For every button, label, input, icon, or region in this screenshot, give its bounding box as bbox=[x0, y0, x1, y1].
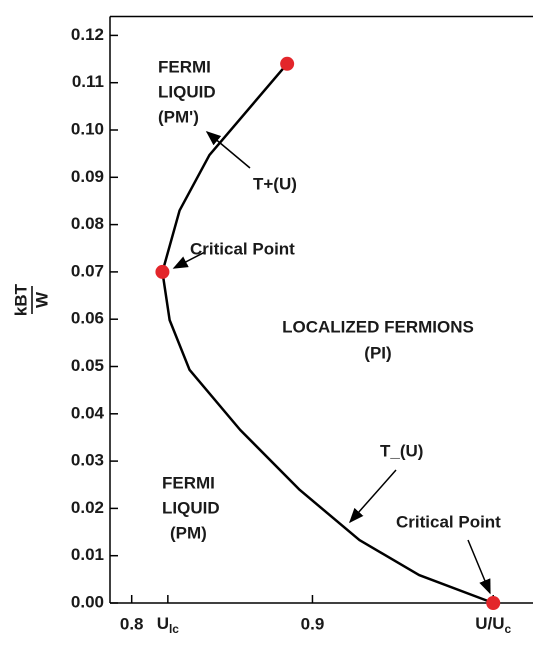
annotation: Critical Point bbox=[190, 239, 295, 258]
y-tick-label: 0.12 bbox=[71, 25, 104, 44]
annotation: LIQUID bbox=[158, 82, 216, 101]
annotation: Critical Point bbox=[396, 512, 501, 531]
annotation: T+(U) bbox=[253, 174, 297, 193]
y-label-main: kBT bbox=[11, 283, 30, 316]
critical-point bbox=[486, 596, 501, 610]
annotation: FERMI bbox=[158, 57, 211, 76]
annotation: LIQUID bbox=[162, 498, 220, 517]
y-tick-label: 0.01 bbox=[71, 545, 104, 564]
y-tick-label: 0.06 bbox=[71, 309, 104, 328]
annotation: FERMI bbox=[162, 473, 215, 492]
x-tick-label-main: U bbox=[157, 614, 169, 633]
y-tick-label: 0.09 bbox=[71, 167, 104, 186]
annotation: T_(U) bbox=[380, 441, 423, 460]
y-tick-label: 0.10 bbox=[71, 119, 104, 138]
annotation: LOCALIZED FERMIONS bbox=[282, 317, 474, 336]
arrow bbox=[205, 131, 251, 169]
y-tick-label: 0.04 bbox=[71, 403, 105, 422]
critical-point bbox=[280, 56, 295, 71]
critical-point bbox=[155, 264, 170, 279]
y-tick-label: 0.11 bbox=[72, 72, 104, 91]
annotation: (PI) bbox=[364, 343, 391, 362]
x-tick-label: 0.8 bbox=[120, 614, 144, 633]
y-tick-label: 0.07 bbox=[71, 261, 104, 280]
y-tick-label: 0.00 bbox=[71, 592, 104, 611]
x-tick-label: 0.9 bbox=[301, 614, 325, 633]
y-label: kBT W bbox=[11, 283, 51, 316]
curve bbox=[161, 271, 494, 605]
y-tick-label: 0.02 bbox=[71, 498, 104, 517]
annotation: (PM') bbox=[158, 107, 199, 126]
x-tick-label-main: U/U bbox=[475, 614, 504, 633]
y-label-denominator: W bbox=[32, 291, 51, 308]
arrows bbox=[172, 131, 491, 595]
y-tick-label: 0.05 bbox=[71, 356, 104, 375]
x-tick-label: Ulc bbox=[157, 614, 180, 636]
curve bbox=[161, 62, 289, 273]
arrow bbox=[467, 539, 491, 595]
y-tick-label: 0.03 bbox=[71, 451, 104, 470]
arrow bbox=[349, 469, 397, 524]
x-tick-label: U/Uc bbox=[475, 614, 511, 636]
annotation: (PM) bbox=[170, 523, 207, 542]
x-tick-label-sub: lc bbox=[169, 622, 179, 636]
y-tick-label: 0.08 bbox=[71, 214, 104, 233]
x-tick-label-sub: c bbox=[505, 622, 512, 636]
arrow bbox=[172, 251, 206, 269]
